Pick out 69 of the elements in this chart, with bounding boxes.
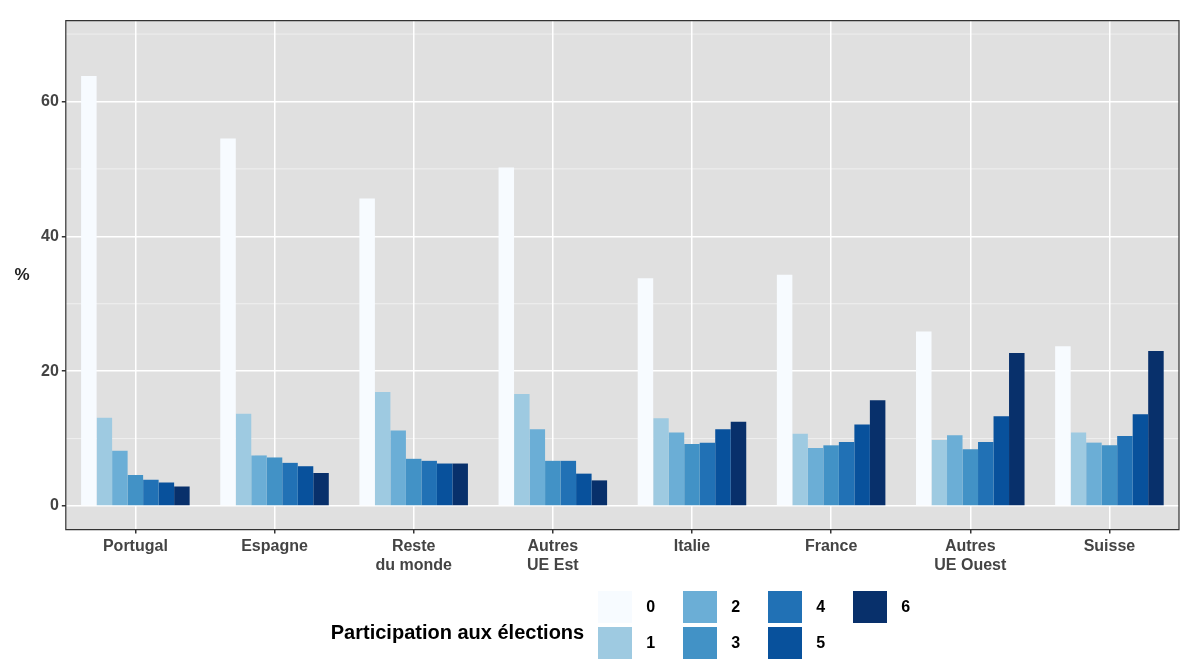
bar	[653, 418, 669, 506]
bar	[560, 460, 577, 506]
bar	[545, 460, 561, 506]
bar	[112, 450, 128, 506]
bar	[947, 435, 963, 506]
legend-label: 4	[816, 598, 826, 616]
bar	[931, 439, 948, 506]
bar	[266, 457, 283, 506]
bar	[591, 480, 608, 506]
bar	[96, 417, 113, 506]
bar	[282, 462, 298, 506]
legend-label: 5	[816, 634, 826, 652]
legend-label: 2	[731, 598, 741, 616]
bar	[1070, 432, 1087, 506]
x-tick-label: Suisse	[1083, 536, 1136, 554]
bar	[1101, 445, 1118, 506]
bar	[715, 429, 731, 506]
bar	[978, 441, 994, 506]
bar	[1009, 352, 1025, 506]
x-tick-label: Autres UE Est	[527, 536, 580, 573]
legend-label: 6	[901, 598, 911, 616]
bar	[854, 424, 870, 506]
bar	[668, 432, 685, 506]
bar	[1086, 442, 1102, 506]
bar	[251, 455, 267, 506]
bar	[869, 400, 886, 506]
bar	[1148, 350, 1164, 506]
bar	[823, 445, 839, 506]
bar	[452, 463, 468, 506]
y-tick-label: 60	[41, 91, 59, 109]
bar	[143, 479, 159, 506]
legend-title: Participation aux élections	[330, 620, 585, 644]
bar	[436, 463, 453, 506]
legend-label: 3	[731, 634, 741, 652]
legend-label: 0	[646, 598, 656, 616]
y-tick-label: 0	[49, 496, 59, 514]
x-tick-label: Autres UE Ouest	[934, 536, 1007, 573]
x-tick-label: Portugal	[102, 536, 168, 554]
bar	[174, 486, 190, 506]
bar	[807, 448, 824, 506]
y-tick-label: 20	[41, 361, 59, 379]
x-tick-label: Reste du monde	[375, 536, 452, 573]
bar	[993, 416, 1010, 506]
legend-label: 1	[646, 634, 656, 652]
y-tick-label: 40	[41, 226, 59, 244]
x-tick-label: Italie	[673, 536, 711, 554]
bar	[421, 460, 437, 506]
bar	[235, 413, 252, 506]
x-tick-label: Espagne	[241, 536, 308, 554]
bar	[127, 474, 144, 506]
bar	[962, 449, 979, 506]
bar	[576, 473, 592, 506]
bar	[730, 421, 747, 506]
bar	[699, 442, 716, 506]
bar	[514, 394, 530, 506]
bar	[313, 472, 329, 506]
bar	[390, 430, 406, 506]
bar	[838, 441, 855, 506]
bar	[297, 466, 314, 506]
bar	[158, 482, 175, 506]
bar	[1117, 435, 1133, 506]
y-axis-title: %	[14, 264, 30, 284]
x-tick-label: France	[804, 536, 858, 554]
bar	[405, 458, 422, 506]
bar	[792, 433, 808, 506]
bar	[374, 392, 391, 506]
bar	[1132, 414, 1149, 506]
bar	[529, 429, 546, 506]
bar	[684, 443, 700, 506]
